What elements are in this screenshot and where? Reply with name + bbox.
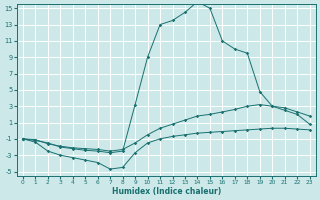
X-axis label: Humidex (Indice chaleur): Humidex (Indice chaleur) [112, 187, 221, 196]
